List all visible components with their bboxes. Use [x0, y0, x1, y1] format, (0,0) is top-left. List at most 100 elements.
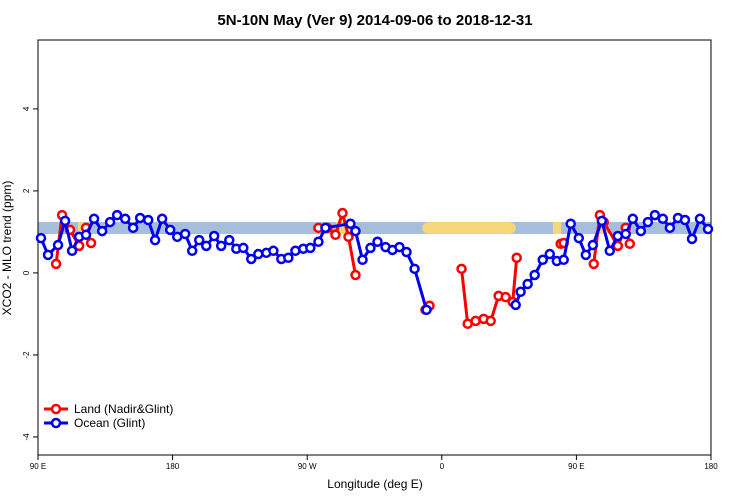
data-point: [573, 232, 585, 244]
x-tick-label: 90 E: [568, 462, 584, 471]
data-point: [337, 207, 348, 219]
data-point: [224, 234, 235, 246]
data-point: [510, 299, 521, 311]
data-point: [179, 228, 191, 240]
data-point: [401, 246, 412, 258]
data-point: [208, 230, 220, 242]
x-tick-label: 0: [440, 462, 445, 471]
data-point: [702, 223, 714, 235]
data-point: [246, 253, 257, 265]
data-point: [193, 234, 205, 246]
x-tick-label: 90 W: [298, 462, 317, 471]
surface-strip: [38, 222, 711, 234]
data-point: [350, 225, 361, 237]
data-point: [268, 245, 279, 257]
y-tick-label: 2: [22, 188, 31, 193]
data-point: [88, 213, 100, 225]
data-point: [59, 215, 71, 227]
data-point: [330, 229, 341, 241]
data-point: [596, 215, 608, 227]
data-point: [142, 214, 154, 226]
data-point: [642, 216, 654, 228]
x-tick-label: 180: [704, 462, 718, 471]
data-point: [537, 254, 548, 266]
y-tick-label: 4: [22, 106, 31, 111]
data-point: [470, 315, 481, 327]
data-point: [66, 245, 78, 257]
data-point: [111, 209, 123, 221]
data-point: [511, 252, 522, 264]
data-point: [104, 216, 116, 228]
data-point: [694, 213, 706, 225]
data-point: [515, 286, 526, 298]
y-tick-label: -2: [22, 351, 31, 359]
data-point: [186, 245, 198, 257]
data-point: [320, 222, 331, 234]
data-point: [544, 248, 556, 260]
data-point: [627, 213, 639, 225]
plot-frame: [37, 39, 712, 456]
legend-marker: [50, 417, 62, 429]
data-point: [305, 242, 316, 254]
data-point: [215, 240, 227, 252]
data-point: [365, 242, 376, 254]
data-point: [96, 225, 108, 237]
data-point: [149, 234, 161, 246]
data-point: [604, 245, 616, 257]
data-point: [35, 232, 47, 244]
data-point: [588, 258, 599, 270]
y-axis-label: XCO2 - MLO trend (ppm): [0, 181, 14, 316]
data-point: [679, 214, 691, 226]
land-strip: [422, 222, 516, 234]
data-point: [529, 269, 540, 281]
y-tick-label: 0: [22, 270, 31, 275]
data-point: [357, 254, 368, 266]
ocean-strip: [38, 222, 711, 234]
data-point: [134, 212, 146, 224]
data-point: [50, 258, 62, 270]
land-strip: [553, 222, 561, 234]
data-point: [587, 239, 599, 251]
data-point: [657, 213, 669, 225]
data-point: [635, 225, 647, 237]
data-point: [201, 240, 212, 252]
data-point: [42, 249, 54, 261]
data-point: [558, 254, 569, 266]
data-point: [345, 218, 356, 229]
chart-title: 5N-10N May (Ver 9) 2014-09-06 to 2018-12…: [217, 12, 532, 29]
data-point: [313, 236, 324, 248]
data-point: [80, 229, 92, 241]
data-point: [485, 315, 496, 327]
data-point: [456, 263, 467, 275]
data-point: [394, 241, 405, 253]
data-point: [127, 222, 139, 234]
data-point: [624, 238, 636, 250]
data-point: [350, 269, 361, 281]
data-point: [500, 291, 511, 303]
data-point: [409, 263, 420, 275]
y-tick-label: -4: [22, 433, 31, 441]
x-tick-label: 180: [166, 462, 180, 471]
legend-marker: [50, 403, 62, 415]
legend-label: Land (Nadir&Glint): [74, 402, 173, 416]
data-point: [372, 236, 383, 248]
data-point: [421, 304, 432, 316]
data-point: [164, 224, 176, 236]
data-point: [686, 233, 698, 245]
data-point: [238, 242, 249, 254]
data-point: [664, 222, 676, 234]
x-axis-label: Longitude (deg E): [327, 477, 422, 491]
data-point: [253, 248, 264, 260]
data-point: [649, 209, 661, 221]
data-point: [522, 278, 533, 290]
data-point: [343, 231, 354, 243]
data-point: [52, 239, 64, 251]
data-point: [119, 213, 131, 225]
legend-label: Ocean (Glint): [74, 416, 145, 430]
x-tick-label: 90 E: [30, 462, 46, 471]
data-point: [283, 252, 294, 264]
data-point: [565, 218, 576, 229]
data-point: [580, 249, 592, 261]
